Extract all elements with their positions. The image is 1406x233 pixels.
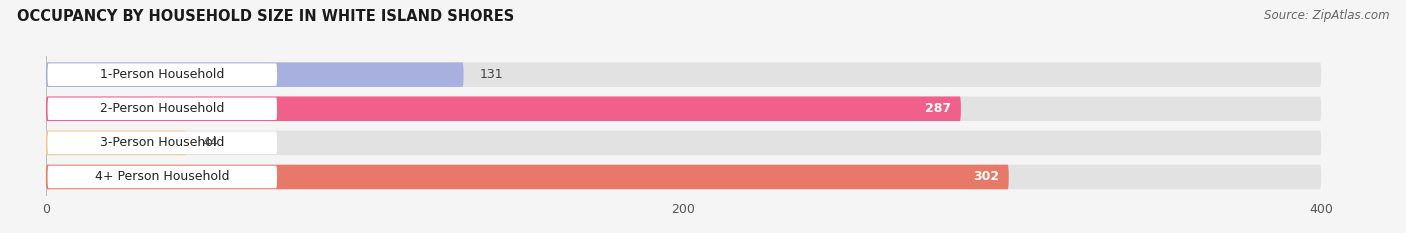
Text: 3-Person Household: 3-Person Household xyxy=(100,136,225,149)
FancyBboxPatch shape xyxy=(48,98,277,120)
Text: 287: 287 xyxy=(925,102,952,115)
Text: Source: ZipAtlas.com: Source: ZipAtlas.com xyxy=(1264,9,1389,22)
FancyBboxPatch shape xyxy=(46,96,960,121)
FancyBboxPatch shape xyxy=(48,166,277,188)
FancyBboxPatch shape xyxy=(46,62,1322,87)
FancyBboxPatch shape xyxy=(48,132,277,154)
FancyBboxPatch shape xyxy=(48,63,277,86)
Text: 2-Person Household: 2-Person Household xyxy=(100,102,225,115)
FancyBboxPatch shape xyxy=(46,62,464,87)
Text: 44: 44 xyxy=(202,136,218,149)
Text: 131: 131 xyxy=(479,68,503,81)
FancyBboxPatch shape xyxy=(46,130,186,155)
Text: 302: 302 xyxy=(973,171,1000,183)
Text: 4+ Person Household: 4+ Person Household xyxy=(96,171,229,183)
FancyBboxPatch shape xyxy=(46,130,1322,155)
Text: 1-Person Household: 1-Person Household xyxy=(100,68,225,81)
FancyBboxPatch shape xyxy=(46,165,1322,189)
FancyBboxPatch shape xyxy=(46,96,1322,121)
Text: OCCUPANCY BY HOUSEHOLD SIZE IN WHITE ISLAND SHORES: OCCUPANCY BY HOUSEHOLD SIZE IN WHITE ISL… xyxy=(17,9,515,24)
FancyBboxPatch shape xyxy=(46,165,1008,189)
